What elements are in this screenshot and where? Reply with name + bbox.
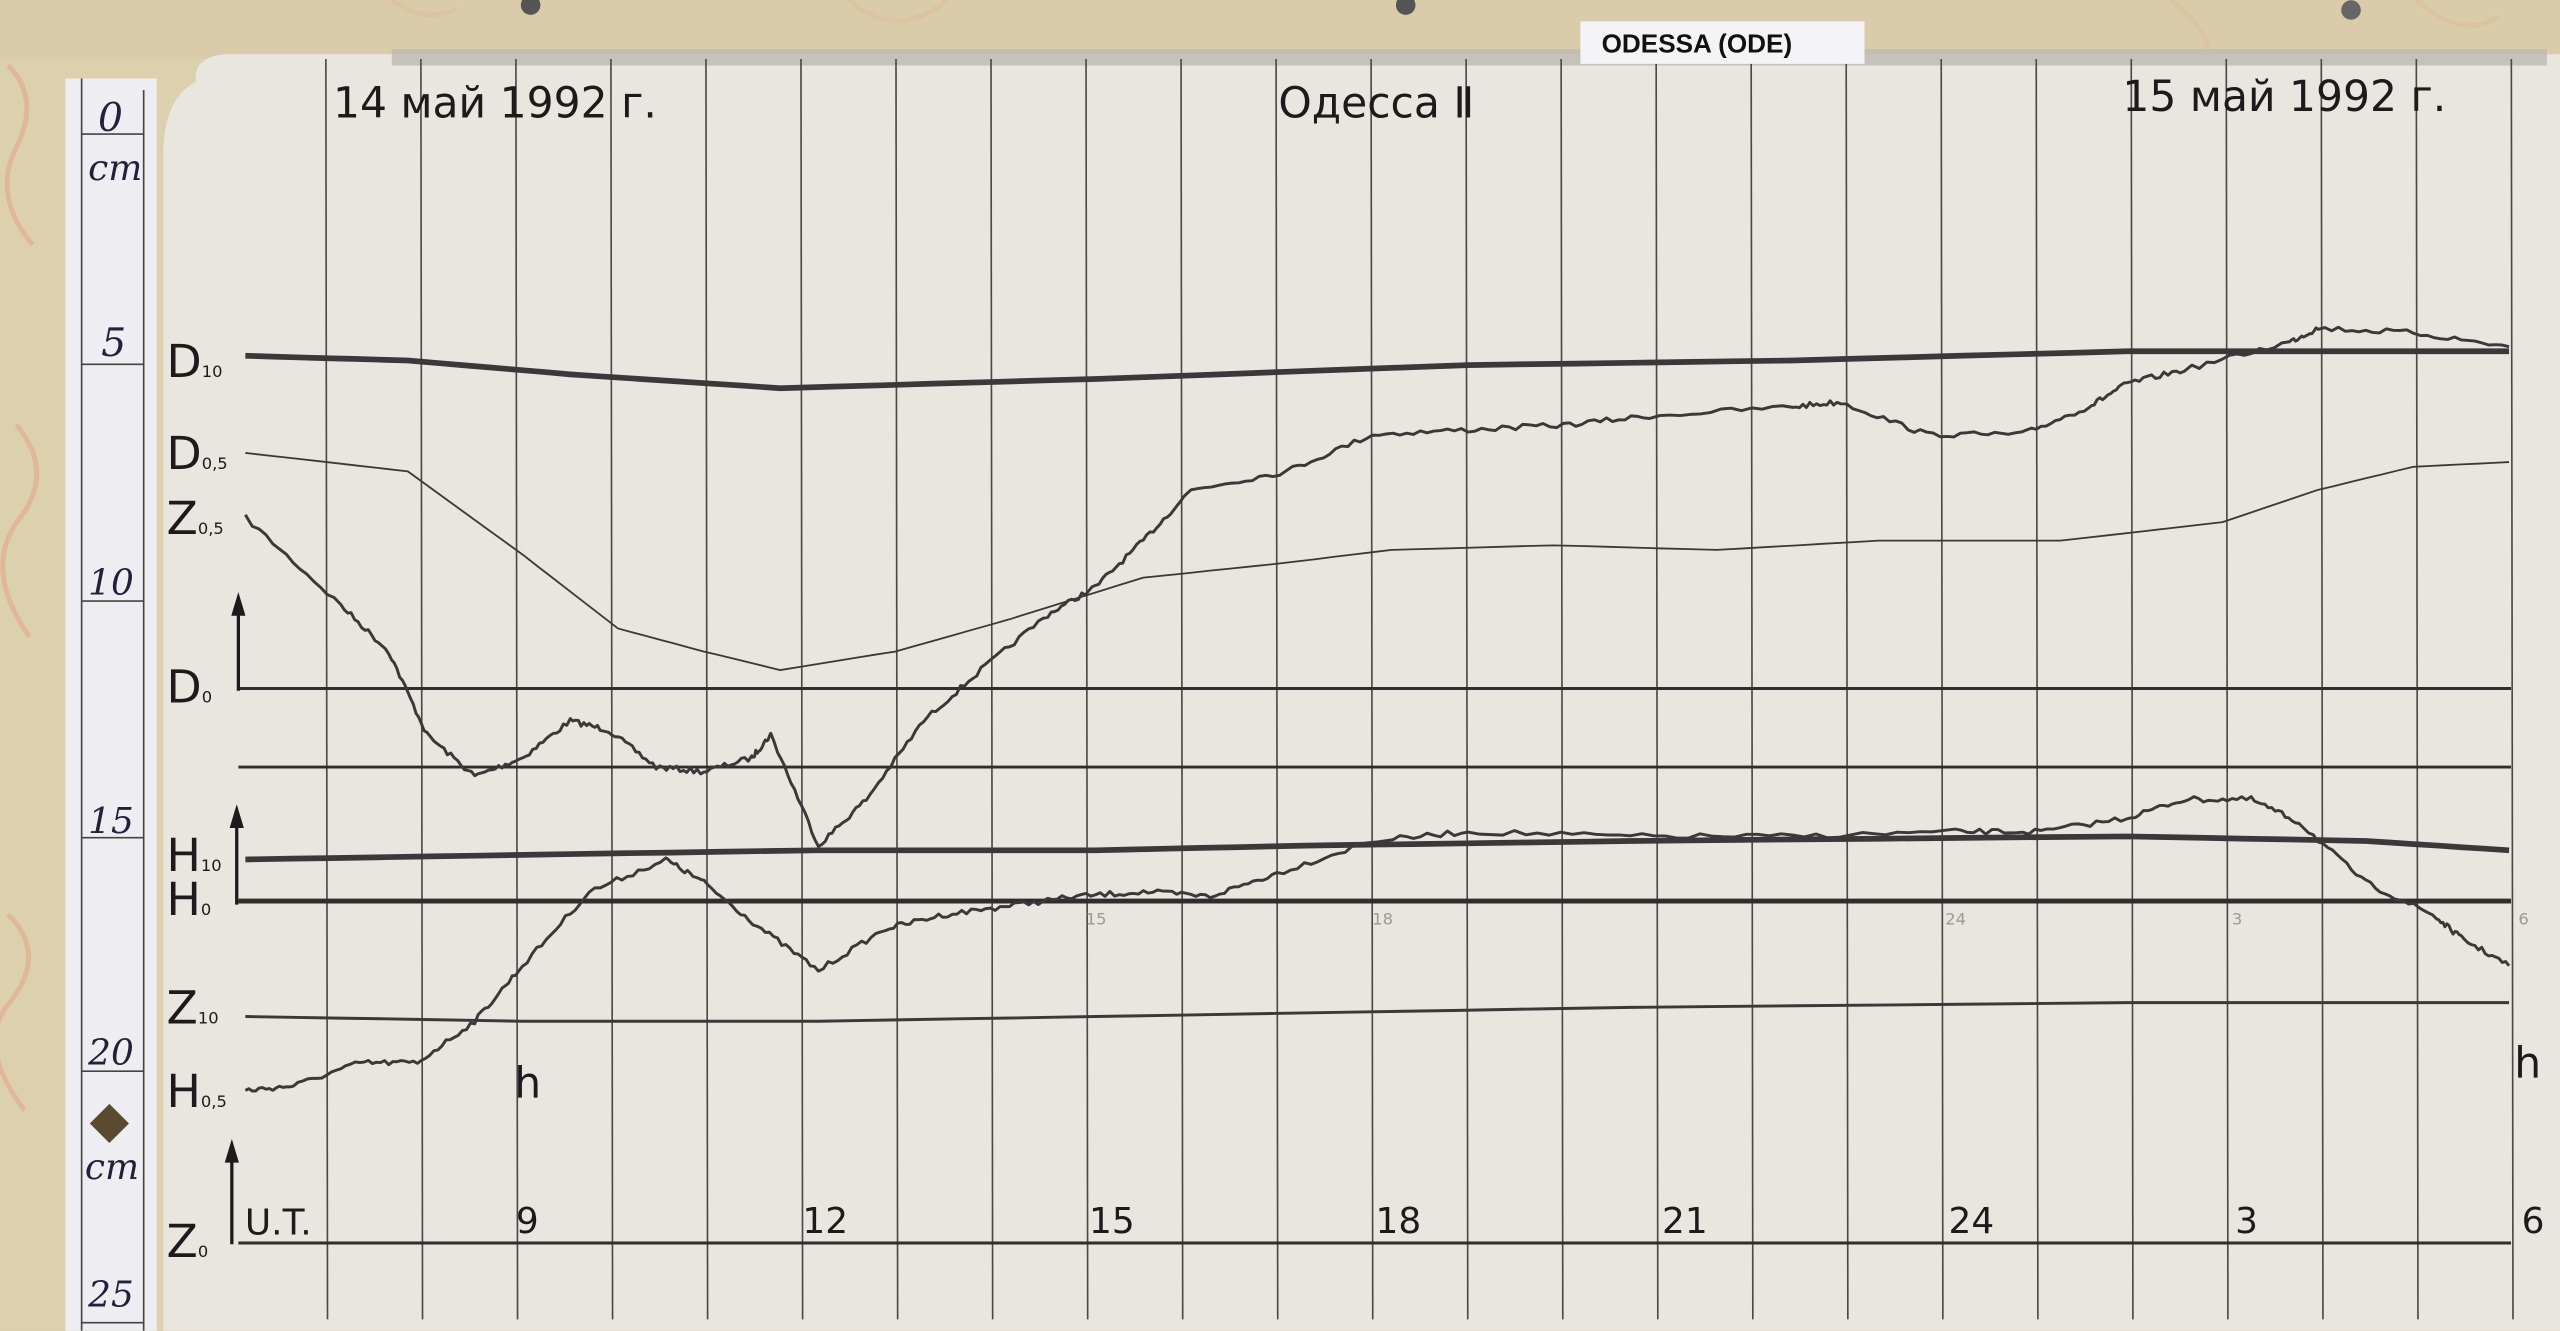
station-tag (1580, 21, 1865, 64)
trace-label: D0,5 (167, 427, 228, 480)
faint-hour-mark: 18 (1372, 909, 1393, 928)
chart-title: Одесса Ⅱ (1278, 80, 1474, 129)
trace-label: D0 (167, 661, 213, 714)
faint-hour-mark: 24 (1945, 909, 1966, 928)
screw-icon (520, 0, 541, 15)
ruler-tick-20: 20 (87, 1033, 134, 1074)
screw-icon (1395, 0, 1416, 15)
trace-labels: D0 H0 Z0 D10 D0,5 Z0,5 H10 Z10 H0,5 (167, 335, 228, 1268)
trace-label: Z0 (167, 1215, 209, 1268)
x-tick-label: 21 (1662, 1201, 1708, 1242)
ruler-tick-0: 0 (98, 96, 123, 141)
x-axis-label: U.T. (245, 1202, 312, 1243)
hour-unit-mark: h (2514, 1040, 2541, 1089)
station-tag-text: ODESSA (ODE) (1602, 28, 1793, 58)
hour-unit-mark: h (514, 1059, 541, 1108)
ruler-tick-10: 10 (88, 562, 134, 603)
trace-label: H10 (167, 829, 222, 882)
x-tick-label: 12 (802, 1201, 848, 1242)
faint-hour-mark: 3 (2232, 909, 2242, 928)
x-tick-labels: 9 12 15 18 21 24 3 6 15 18 24 3 6 (516, 909, 2545, 1242)
x-tick-label: 6 (2522, 1201, 2545, 1242)
x-tick-label: 18 (1376, 1201, 1422, 1242)
x-tick-label: 3 (2235, 1201, 2258, 1242)
axis-arrows (224, 592, 246, 1245)
traces (244, 325, 2511, 1093)
x-tick-label: 9 (516, 1201, 539, 1242)
ruler-tick-15: 15 (88, 801, 134, 842)
trace-label: H0,5 (167, 1065, 227, 1118)
trace-z05 (244, 325, 2510, 848)
faint-hour-mark: 6 (2518, 909, 2528, 928)
ruler-strip: 0 cm 5 10 15 20 cm 25 (65, 78, 157, 1331)
ruler-tick-25: 25 (87, 1274, 134, 1315)
faint-hour-mark: 15 (1086, 909, 1107, 928)
screw-icon (2341, 0, 2361, 20)
trace-h05 (244, 795, 2511, 1093)
ruler-tick-5: 5 (101, 321, 126, 366)
chart-paper (163, 54, 2560, 1331)
trace-label: H0 (167, 873, 212, 926)
date-left: 14 май 1992 г. (333, 80, 657, 129)
trace-d10 (245, 348, 2510, 392)
trace-z10 (245, 1001, 2510, 1023)
trace-label: Z0,5 (167, 492, 224, 545)
ruler-unit-bottom: cm (85, 1147, 139, 1188)
trace-label: D10 (167, 335, 223, 388)
baselines (238, 687, 2512, 1245)
trace-d05 (245, 452, 2510, 671)
x-tick-label: 24 (1949, 1201, 1995, 1242)
trace-h10 (245, 833, 2510, 863)
paper-clamp-bar (391, 49, 2547, 66)
trace-label: Z10 (167, 982, 219, 1035)
x-tick-label: 15 (1089, 1201, 1135, 1242)
grid-line (2510, 58, 2514, 1320)
date-right: 15 май 1992 г. (2122, 73, 2446, 122)
ruler-unit-top: cm (88, 148, 142, 189)
